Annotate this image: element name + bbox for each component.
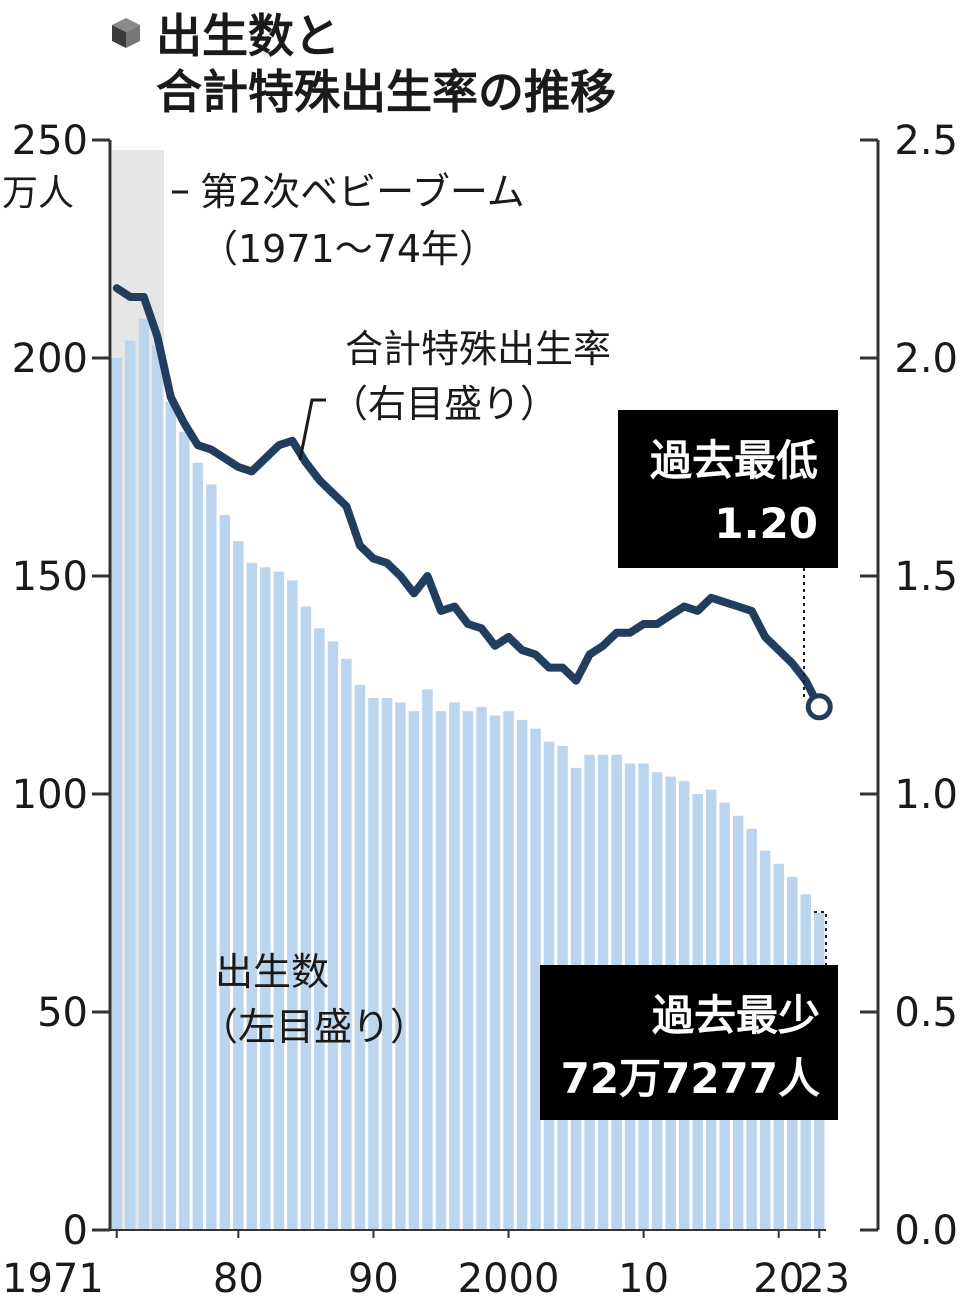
left-tick-label: 200: [12, 336, 88, 382]
bar-1975: [165, 401, 177, 1231]
right-tick-label: 1.0: [894, 772, 958, 818]
bar-1993: [408, 711, 420, 1230]
bar-1994: [422, 689, 433, 1230]
bar-1986: [314, 628, 325, 1230]
birth-low-callout-line1: 過去最少: [652, 991, 820, 1040]
bar-1998: [476, 706, 487, 1230]
bar-1999: [489, 715, 501, 1230]
bar-1991: [381, 698, 393, 1230]
axes: [108, 140, 880, 1231]
right-tick-label: 2.5: [894, 118, 958, 164]
chart-title-line2: 合計特殊出生率の推移: [156, 65, 616, 119]
left-tick-label: 0: [63, 1208, 88, 1254]
birth-series-name: 出生数: [215, 950, 329, 994]
birth-series-note: （左目盛り）: [200, 1005, 428, 1049]
bar-2001: [516, 719, 528, 1230]
rate-low-callout-line2: 1.20: [714, 499, 818, 548]
right-tick-label: 0.5: [894, 990, 958, 1036]
bar-1997: [462, 711, 474, 1230]
fertility-rate-endpoint: [805, 693, 833, 721]
rate-low-callout: 過去最低 1.20: [618, 410, 838, 700]
bar-1981: [246, 562, 258, 1230]
x-tick-label: 80: [213, 1256, 264, 1301]
left-tick-label: 50: [37, 990, 88, 1036]
bar-1982: [260, 567, 271, 1230]
bar-1989: [354, 685, 366, 1230]
rate-series-note: （右目盛り）: [330, 382, 558, 426]
bar-1992: [395, 702, 406, 1230]
bar-1978: [206, 484, 217, 1230]
birth-series-label: 出生数 （左目盛り）: [200, 950, 428, 1049]
bar-1983: [273, 571, 285, 1230]
bar-1979: [219, 514, 231, 1230]
birth-low-callout: 過去最少 72万7277人: [540, 911, 838, 1120]
birth-low-callout-box: [540, 965, 838, 1120]
bar-1990: [368, 698, 379, 1230]
bar-1973: [138, 318, 150, 1230]
left-axis-ticks: 0 50 100 150 200 250: [12, 118, 110, 1254]
bar-1995: [435, 711, 447, 1230]
right-tick-label: 1.5: [894, 554, 958, 600]
bar-1996: [449, 702, 460, 1230]
rate-series-name: 合計特殊出生率: [345, 327, 611, 371]
x-tick-label: 90: [348, 1256, 399, 1301]
bar-1971: [111, 358, 123, 1230]
cube-icon: [112, 18, 140, 48]
left-tick-label: 150: [12, 554, 88, 600]
x-tick-label: 2000: [458, 1256, 560, 1301]
header: 出生数と 合計特殊出生率の推移: [112, 9, 616, 119]
left-tick-label: 100: [12, 772, 88, 818]
bar-1985: [300, 606, 312, 1230]
bar-1988: [341, 658, 352, 1230]
right-tick-label: 0.0: [894, 1208, 958, 1254]
rate-low-callout-line1: 過去最低: [650, 436, 818, 485]
bar-1974: [152, 344, 163, 1230]
rate-series-label: 合計特殊出生率 （右目盛り）: [298, 327, 611, 461]
rate-low-callout-box: [618, 410, 838, 568]
bar-2000: [503, 711, 514, 1230]
baby-boom-label: 第2次ベビーブーム: [200, 170, 525, 214]
x-tick-label: 1971: [2, 1256, 104, 1301]
baby-boom-period: （1971〜74年）: [200, 227, 497, 271]
chart-title-line1: 出生数と: [156, 9, 340, 63]
bar-1984: [287, 580, 298, 1230]
bar-1976: [179, 432, 190, 1230]
baby-boom-annotation: 第2次ベビーブーム （1971〜74年）: [172, 170, 525, 271]
left-axis-unit: 万人: [2, 173, 74, 214]
x-tick-label: 23: [799, 1256, 850, 1301]
bar-2002: [530, 728, 541, 1230]
bar-1980: [233, 541, 244, 1230]
bar-1972: [125, 340, 136, 1230]
left-tick-label: 250: [12, 118, 88, 164]
birth-low-callout-line2: 72万7277人: [561, 1054, 820, 1103]
bar-1987: [327, 641, 339, 1230]
x-tick-label: 10: [618, 1256, 669, 1301]
x-tick-label: 20: [753, 1256, 804, 1301]
right-tick-label: 2.0: [894, 336, 958, 382]
right-axis-ticks: 0.0 0.5 1.0 1.5 2.0 2.5: [860, 118, 958, 1254]
bar-1977: [192, 462, 204, 1230]
